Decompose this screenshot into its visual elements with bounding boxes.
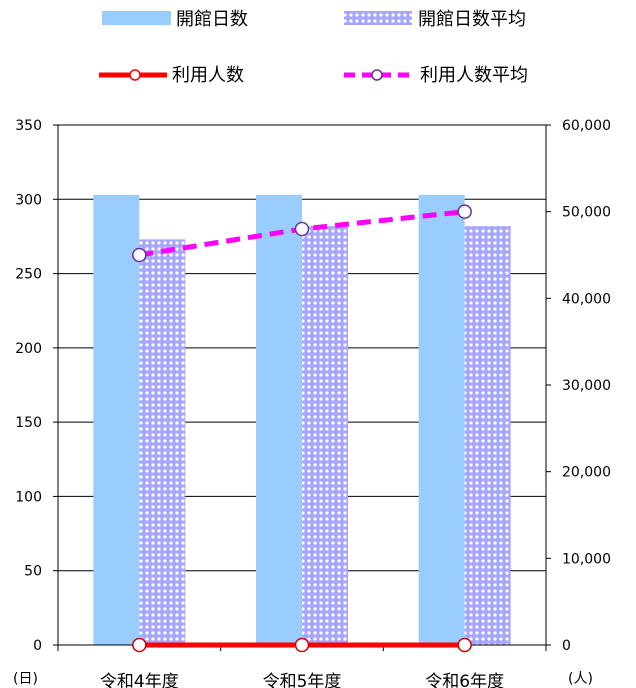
marker-users-average-2 [457,204,472,219]
marker-users-1 [294,637,310,653]
bars [93,194,511,646]
legend-item-opening-days-average: 開館日数平均 [344,9,526,30]
left-tick-label-2: 100 [15,489,42,505]
left-tick-label-4: 200 [15,341,42,357]
right-tick-label-5: 50,000 [562,205,611,221]
marker-users-2 [457,637,472,653]
category-label-1: 令和5年度 [263,672,342,688]
marker-users-average-1 [294,221,310,237]
right-tick-label-2: 20,000 [562,465,611,481]
legend-marker-users [129,69,141,81]
legend-swatch-opening-days-average [344,11,412,25]
legend-marker-users-average [371,69,383,81]
left-tick-label-5: 250 [15,267,42,283]
left-tick-label-0: 0 [33,638,42,654]
right-tick-label-1: 10,000 [562,551,611,567]
left-tick-label-3: 150 [15,415,42,431]
legend-label-users: 利用人数 [172,65,244,86]
category-labels: 令和4年度 令和5年度 令和6年度 [100,672,504,688]
left-tick-label-6: 300 [15,192,42,208]
marker-users-0 [132,637,147,653]
legend-item-users: 利用人数 [99,65,244,86]
right-tick-label-0: 0 [562,638,571,654]
bar-opening-days-average-0 [139,239,186,645]
right-tick-label-3: 30,000 [562,378,611,394]
right-tick-label-6: 60,000 [562,118,611,134]
bar-opening-days-0 [93,194,140,646]
legend-label-opening-days-average: 開館日数平均 [418,9,526,30]
legend-label-opening-days: 開館日数 [176,9,248,30]
legend-label-users-average: 利用人数平均 [420,65,528,86]
bar-opening-days-2 [418,194,465,646]
category-label-0: 令和4年度 [100,672,179,688]
category-label-2: 令和6年度 [425,672,504,688]
legend-item-users-average: 利用人数平均 [344,65,528,86]
marker-users-average-0 [132,247,147,263]
lines [132,204,472,653]
left-axis-unit-label: (日) [13,671,38,687]
bar-opening-days-1 [256,194,302,646]
legend-item-opening-days: 開館日数 [102,9,248,30]
legend: 開館日数 開館日数平均 利用人数 利用人数平均 [99,9,528,86]
left-tick-label-7: 350 [15,118,42,134]
right-axis-tick-labels: 0 10,000 20,000 30,000 40,000 50,000 60,000 [562,118,611,654]
bar-opening-days-average-1 [302,226,348,645]
left-tick-label-1: 50 [24,564,42,580]
right-tick-label-4: 40,000 [562,291,611,307]
left-axis-tick-labels: 0 50 100 150 200 250 300 350 [15,118,42,654]
legend-swatch-opening-days [102,11,171,25]
right-axis-unit-label: (人) [568,671,593,687]
bar-opening-days-average-2 [464,226,511,645]
